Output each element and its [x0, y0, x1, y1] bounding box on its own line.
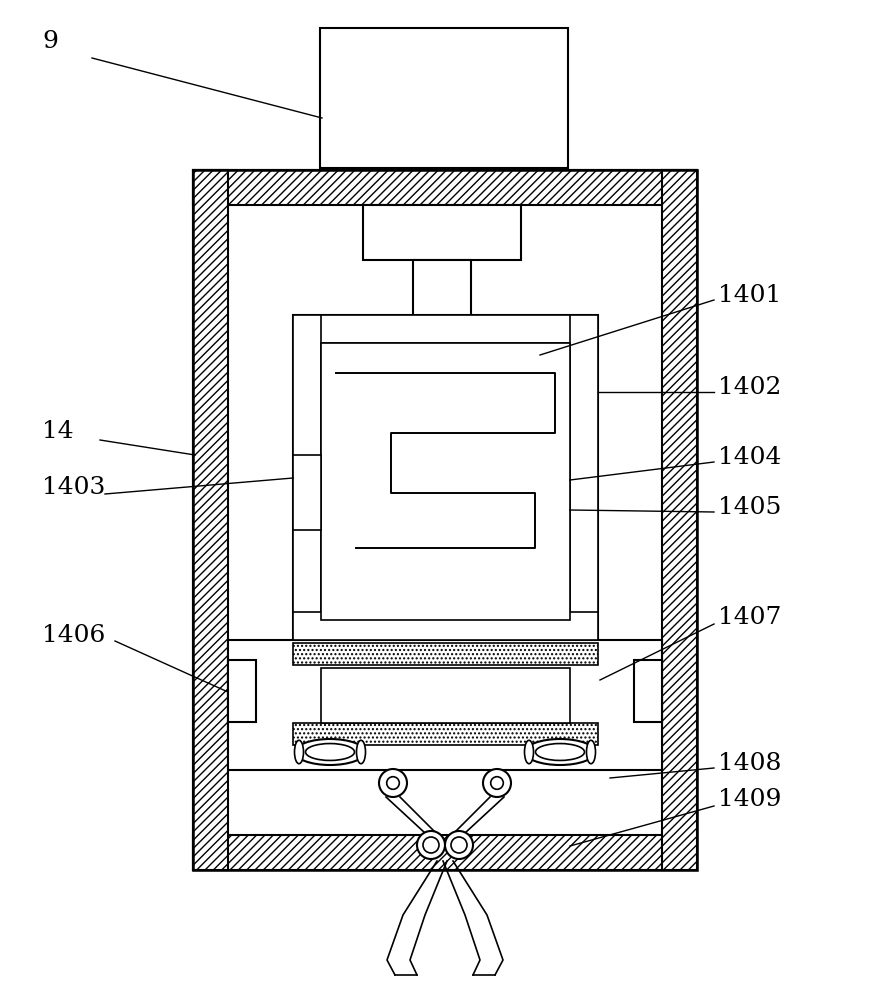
Text: 1404: 1404 — [718, 446, 781, 470]
Circle shape — [483, 769, 511, 797]
Ellipse shape — [295, 739, 365, 765]
Text: 1406: 1406 — [42, 624, 105, 647]
Text: 1401: 1401 — [718, 284, 781, 306]
Ellipse shape — [306, 744, 355, 760]
Text: 1402: 1402 — [718, 376, 781, 399]
Bar — [293, 643, 598, 665]
Text: 9: 9 — [42, 30, 58, 53]
Bar — [321, 668, 570, 723]
Bar — [228, 640, 662, 770]
Circle shape — [423, 837, 439, 853]
Text: 1409: 1409 — [718, 788, 781, 812]
Bar — [570, 315, 598, 640]
Bar — [662, 170, 697, 870]
Bar — [413, 260, 471, 315]
Ellipse shape — [294, 740, 303, 764]
Bar — [193, 170, 697, 205]
Bar — [293, 455, 321, 530]
Circle shape — [491, 777, 503, 789]
Bar — [193, 835, 697, 870]
Ellipse shape — [525, 740, 534, 764]
Bar — [363, 205, 521, 260]
Bar — [193, 170, 228, 870]
Circle shape — [387, 777, 400, 789]
Bar — [293, 315, 598, 343]
Circle shape — [451, 837, 467, 853]
Ellipse shape — [525, 739, 595, 765]
Bar — [293, 723, 598, 745]
Text: 1408: 1408 — [718, 752, 781, 774]
Bar — [193, 170, 697, 870]
Text: 1403: 1403 — [42, 477, 105, 499]
Bar — [634, 660, 662, 722]
Bar — [321, 343, 570, 620]
Bar — [293, 612, 598, 640]
Ellipse shape — [357, 740, 366, 764]
Circle shape — [379, 769, 407, 797]
Ellipse shape — [586, 740, 595, 764]
Bar — [320, 28, 568, 168]
Ellipse shape — [536, 744, 585, 760]
Text: 14: 14 — [42, 420, 73, 444]
Bar — [228, 660, 256, 722]
Circle shape — [417, 831, 445, 859]
Circle shape — [445, 831, 473, 859]
Bar — [193, 170, 697, 870]
Text: 1407: 1407 — [718, 606, 781, 630]
Text: 1405: 1405 — [718, 496, 781, 520]
Bar — [293, 315, 321, 640]
Bar — [293, 315, 598, 640]
